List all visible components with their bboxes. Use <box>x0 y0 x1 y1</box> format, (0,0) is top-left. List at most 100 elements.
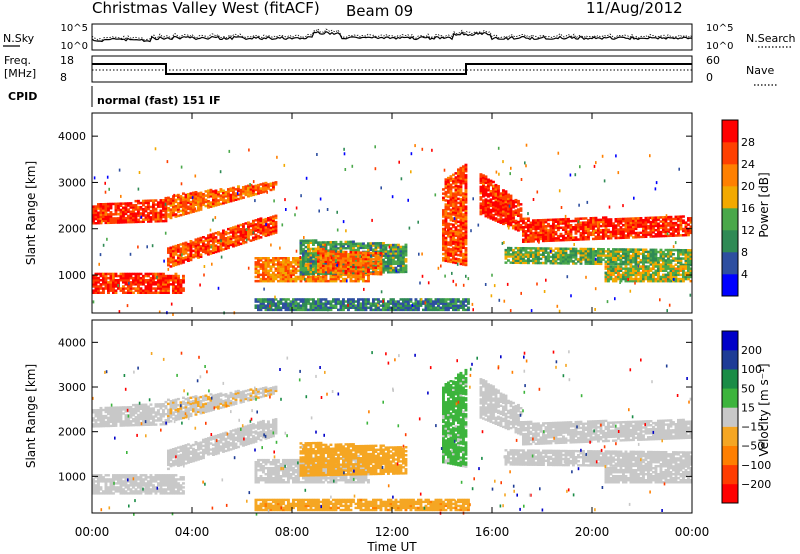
heatmap-cell <box>684 257 688 260</box>
heatmap-cell <box>322 258 325 261</box>
heatmap-cell <box>677 251 680 254</box>
heatmap-cell <box>539 247 543 250</box>
heatmap-cell <box>357 248 360 252</box>
heatmap-cell <box>462 215 465 218</box>
heatmap-cell <box>319 272 323 275</box>
heatmap-cell <box>572 228 575 231</box>
heatmap-cell <box>317 260 320 263</box>
heatmap-cell <box>487 193 490 196</box>
heatmap-cell <box>232 186 235 190</box>
heatmap-cell <box>444 247 448 250</box>
heatmap-cell <box>314 302 318 305</box>
heatmap-cell <box>487 186 490 190</box>
heatmap-cell <box>597 258 600 261</box>
heatmap-cell <box>544 237 548 240</box>
heatmap-cell <box>537 227 540 230</box>
heatmap-cell <box>204 251 208 255</box>
heatmap-cell <box>354 273 358 277</box>
heatmap-cell <box>514 255 518 258</box>
heatmap-cell <box>649 263 653 266</box>
heatmap-cell <box>639 267 643 270</box>
heatmap-cell <box>682 271 685 275</box>
heatmap-cell <box>222 248 225 251</box>
heatmap-cell <box>687 261 690 264</box>
heatmap-cell <box>307 247 310 251</box>
heatmap-cell <box>162 287 165 290</box>
heatmap-cell <box>667 263 670 266</box>
heatmap-cell <box>329 247 333 250</box>
heatmap-cell <box>664 275 668 279</box>
heatmap-cell <box>402 308 405 312</box>
heatmap-cell <box>559 222 563 225</box>
heatmap-cell <box>577 230 580 233</box>
heatmap-cell <box>339 254 343 258</box>
heatmap-cell <box>607 254 610 257</box>
heatmap-cell <box>689 261 693 265</box>
heatmap-cell <box>149 218 153 221</box>
heatmap-cell <box>139 212 143 215</box>
heatmap-cell <box>464 194 468 198</box>
heatmap-cell <box>629 232 633 235</box>
heatmap-cell <box>379 266 383 270</box>
heatmap-cell <box>487 180 490 184</box>
heatmap-cell <box>674 267 678 270</box>
heatmap-cell <box>359 270 363 273</box>
heatmap-cell <box>414 302 418 305</box>
heatmap-cell <box>662 252 665 256</box>
heatmap-cell <box>279 279 283 283</box>
heatmap-cell <box>464 251 468 254</box>
heatmap-cell <box>94 222 98 225</box>
heatmap-cell <box>252 193 255 197</box>
heatmap-cell <box>637 231 640 235</box>
heatmap-cell <box>317 264 320 267</box>
heatmap-cell <box>269 304 273 307</box>
heatmap-cell <box>617 248 620 251</box>
heatmap-cell <box>589 249 593 253</box>
heatmap-cell <box>194 246 198 250</box>
heatmap-cell <box>394 300 398 303</box>
heatmap-cell <box>197 192 200 195</box>
heatmap-cell <box>442 257 445 260</box>
heatmap-cell <box>279 300 283 303</box>
heatmap-cell <box>352 244 355 248</box>
heatmap-cell <box>672 269 675 272</box>
heatmap-cell <box>624 271 628 275</box>
heatmap-cell <box>267 257 270 260</box>
heatmap-cell <box>557 222 560 225</box>
heatmap-cell <box>452 209 455 212</box>
heatmap-cell <box>429 298 433 301</box>
heatmap-cell <box>289 261 293 264</box>
heatmap-cell <box>662 257 665 260</box>
heatmap-cell <box>579 262 583 265</box>
heatmap-cell <box>597 250 600 253</box>
heatmap-cell <box>679 223 683 227</box>
heatmap-cell <box>637 250 640 253</box>
heatmap-cell <box>679 221 683 225</box>
heatmap-cell <box>332 273 335 277</box>
heatmap-cell <box>679 225 683 229</box>
heatmap-cell <box>647 218 650 222</box>
heatmap-cell <box>444 207 448 210</box>
heatmap-cell <box>212 239 215 242</box>
heatmap-cell <box>339 308 343 312</box>
heatmap-cell <box>232 245 235 248</box>
heatmap-cell <box>574 223 578 227</box>
heatmap-cell <box>97 219 100 223</box>
heatmap-cell <box>387 243 390 247</box>
heatmap-cell <box>449 250 453 253</box>
heatmap-cell <box>624 267 628 270</box>
heatmap-cell <box>614 265 618 268</box>
heatmap-cell <box>219 234 223 237</box>
heatmap-cell <box>362 279 365 283</box>
heatmap-cell <box>372 258 375 261</box>
heatmap-cell <box>642 261 645 264</box>
heatmap-cell <box>642 231 645 234</box>
heatmap-cell <box>107 204 110 208</box>
heatmap-cell <box>449 306 453 309</box>
nave-tick-high: 60 <box>706 54 720 67</box>
heatmap-cell <box>312 241 315 244</box>
heatmap-cell <box>304 308 308 312</box>
heatmap-cell <box>342 267 345 270</box>
heatmap-cell <box>644 229 648 232</box>
heatmap-cell <box>532 257 535 261</box>
